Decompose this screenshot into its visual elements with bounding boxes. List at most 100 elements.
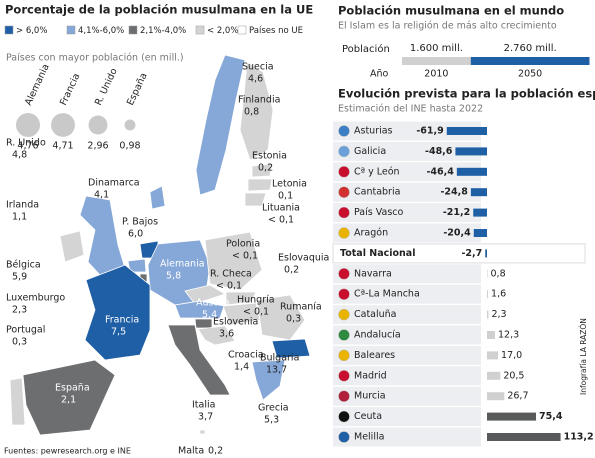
country-name: Portugal xyxy=(6,325,45,336)
bar xyxy=(485,249,487,258)
country-value: 0,3 xyxy=(286,314,301,325)
row-bg xyxy=(333,182,481,202)
country-value: 5,8 xyxy=(166,271,181,282)
country xyxy=(204,231,263,291)
country xyxy=(225,291,257,306)
country-name: P. Bajos xyxy=(122,217,158,228)
country xyxy=(195,54,246,196)
country-name: Bélgica xyxy=(6,260,41,271)
row-bg xyxy=(333,386,481,406)
country-value: 1,1 xyxy=(12,212,27,223)
country-name: Bulgaria xyxy=(260,353,299,364)
flag xyxy=(338,329,350,341)
country xyxy=(22,359,116,436)
bar-label: 1.600 mill. xyxy=(410,43,463,54)
row-bg xyxy=(333,325,481,345)
country-value: 4,8 xyxy=(12,150,27,161)
country-name: Letonia xyxy=(272,179,307,190)
bubble-value: 0,98 xyxy=(119,141,140,152)
country-name: Grecia xyxy=(258,403,289,414)
flag xyxy=(338,349,350,362)
country-name: Eslovenia xyxy=(213,317,258,328)
row-bg xyxy=(332,243,586,264)
value-label: 17,0 xyxy=(501,350,522,361)
value-label: 12,3 xyxy=(498,330,519,341)
country-name: Francia xyxy=(105,315,139,326)
country-value: < 0,1 xyxy=(268,215,294,226)
row-label: Población xyxy=(342,43,390,55)
country-value: < 0,1 xyxy=(243,307,269,318)
bubble-value: 4,76 xyxy=(17,141,38,152)
bubble xyxy=(88,115,108,135)
country-value: 2,1 xyxy=(61,395,76,406)
bar xyxy=(487,290,489,299)
bubble xyxy=(51,113,75,137)
country xyxy=(184,284,226,305)
region-name: Galicia xyxy=(354,146,386,157)
country xyxy=(9,377,26,426)
value-label: 2,3 xyxy=(491,309,506,320)
value-label: 20,5 xyxy=(503,370,524,381)
country-value: 0,2 xyxy=(258,163,273,174)
map-title: Porcentaje de la población musulmana en … xyxy=(5,3,313,17)
country-name: Hungría xyxy=(237,295,275,306)
value-label: 1,6 xyxy=(491,289,506,300)
country-name: Irlanda xyxy=(6,200,39,211)
country-name: Malta xyxy=(178,446,204,457)
region-name: Murcia xyxy=(354,391,386,402)
legend-label: 4,1%-6,0% xyxy=(78,26,124,36)
spain-subtitle: Estimación del INE hasta 2022 xyxy=(338,104,483,115)
bubble xyxy=(124,119,136,131)
flag xyxy=(338,370,350,382)
country xyxy=(247,178,273,192)
country-name: Italia xyxy=(192,400,215,411)
country xyxy=(84,264,151,361)
country-value: 5,4 xyxy=(202,310,217,321)
value-label: -2,7 xyxy=(461,248,482,259)
flag xyxy=(338,145,350,158)
country-name: Croacia xyxy=(228,350,264,361)
legend-label: Países no UE xyxy=(249,26,303,36)
bar xyxy=(402,57,471,65)
country xyxy=(149,185,166,210)
value-label: -46,4 xyxy=(426,166,454,177)
bar xyxy=(473,208,487,217)
country xyxy=(174,300,225,319)
row-bg xyxy=(333,162,481,182)
world-title: Población musulmana en el mundo xyxy=(338,4,564,18)
bar xyxy=(487,371,501,380)
year-label: 2010 xyxy=(424,69,448,80)
value-label: -48,6 xyxy=(425,146,453,157)
country-name: R. Checa xyxy=(210,269,252,280)
bar xyxy=(456,167,487,176)
country xyxy=(251,359,286,401)
flag xyxy=(338,288,350,300)
country xyxy=(256,294,306,341)
country-value: 4,6 xyxy=(248,74,263,85)
axis-label: Año xyxy=(370,69,389,80)
country-name: Lituania xyxy=(262,203,300,214)
region-name: Andalucía xyxy=(354,330,401,341)
region-name: Cª y León xyxy=(354,166,400,177)
bar xyxy=(455,147,487,156)
flag xyxy=(338,390,350,402)
country xyxy=(251,163,273,178)
region-name: Total Nacional xyxy=(340,248,415,259)
flag xyxy=(338,186,350,198)
credit: Infografía LA RAZÓN xyxy=(579,318,588,395)
row-bg xyxy=(333,407,481,427)
region-name: Madrid xyxy=(354,370,387,381)
country-name: Estonia xyxy=(252,151,287,162)
region-name: Melilla xyxy=(354,432,384,443)
value-label: 26,7 xyxy=(507,391,528,402)
bubble-title: Países con mayor población (en mill.) xyxy=(6,53,184,64)
country-value: 6,0 xyxy=(128,229,143,240)
country xyxy=(244,192,267,207)
bubble-value: 4,71 xyxy=(52,141,73,152)
bar xyxy=(487,433,561,441)
bubble-value: 2,96 xyxy=(87,141,108,152)
row-bg xyxy=(333,121,481,141)
country-value: 13,7 xyxy=(266,365,287,376)
country-value: 5,9 xyxy=(12,272,27,283)
